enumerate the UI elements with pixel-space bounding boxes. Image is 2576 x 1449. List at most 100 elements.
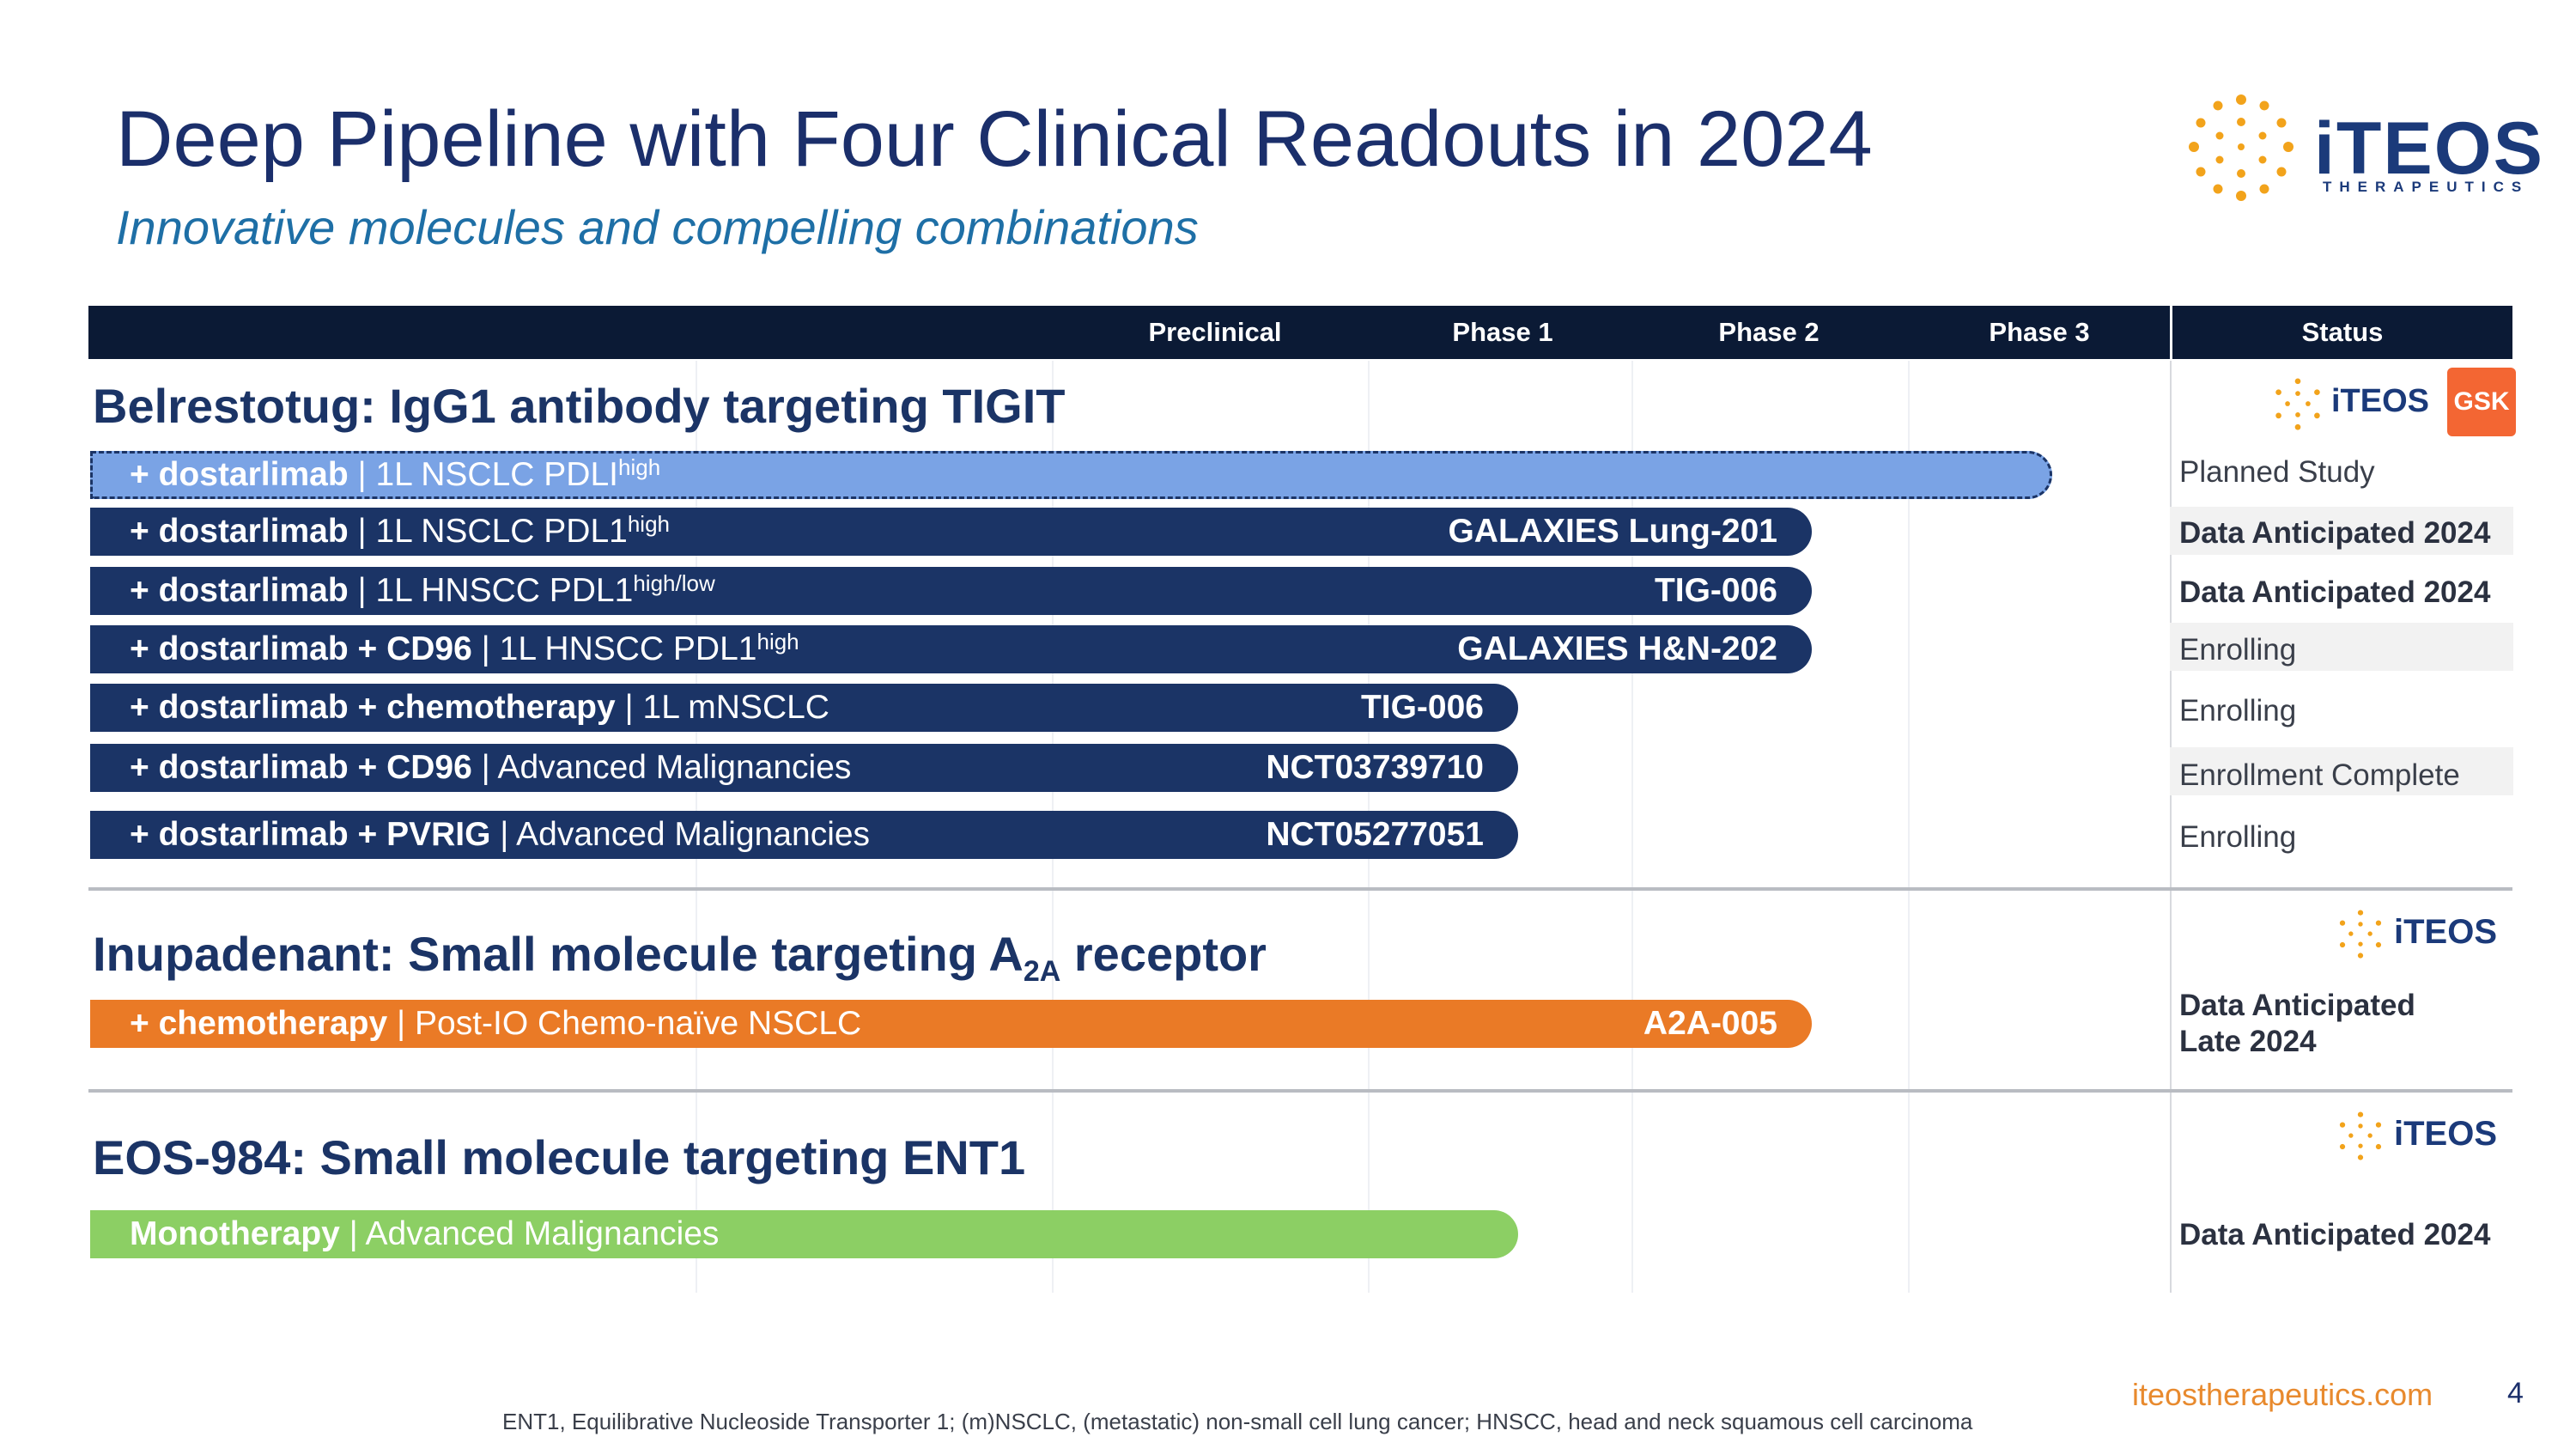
indication: Advanced Malignancies [365, 1215, 720, 1252]
grid-line [1631, 361, 1633, 1293]
sunburst-logo-icon [2275, 378, 2320, 430]
pipeline-bar: + dostarlimab + CD96 | 1L HNSCC PDL1high… [90, 625, 1812, 673]
bar-label: + dostarlimab | 1L NSCLC PDLIhigh [130, 451, 660, 499]
pipeline-bar: + chemotherapy | Post-IO Chemo-naïve NSC… [90, 1000, 1812, 1048]
logo-tagline: THERAPEUTICS [2323, 179, 2530, 195]
status-line: Data Anticipated [2179, 989, 2415, 1022]
drug-name: + dostarlimab + CD96 [130, 749, 472, 786]
pipeline-bar: + dostarlimab | 1L NSCLC PDLIhigh [90, 451, 2052, 499]
bar-label: + chemotherapy | Post-IO Chemo-naïve NSC… [130, 1000, 861, 1048]
status-shade [2170, 623, 2513, 671]
status-text: Planned Study [2179, 455, 2375, 489]
page-subtitle: Innovative molecules and compelling comb… [116, 200, 1199, 254]
section-title-subscript: 2A [1023, 955, 1061, 989]
col-header-status: Status [2301, 317, 2384, 347]
drug-name: + dostarlimab [130, 456, 349, 493]
col-header-preclinical: Preclinical [1148, 317, 1282, 347]
status-text: Data Anticipated Late 2024 [2179, 988, 2415, 1060]
label-separator: | [348, 513, 376, 550]
gsk-logo: GSK [2447, 368, 2516, 436]
pipeline-bar: + dostarlimab + CD96 | Advanced Malignan… [90, 744, 1518, 792]
label-separator: | [471, 749, 498, 786]
bar-label: + dostarlimab | 1L HNSCC PDL1high/low [130, 567, 715, 615]
drug-name: + dostarlimab + PVRIG [130, 816, 491, 853]
footnote: ENT1, Equilibrative Nucleoside Transport… [502, 1409, 1973, 1434]
section-divider [88, 887, 2512, 891]
section-title-eos984: EOS-984: Small molecule targeting ENT1 [93, 1130, 1026, 1184]
drug-name: Monotherapy [130, 1215, 340, 1252]
indication-superscript: high/low [633, 570, 715, 596]
page-number: 4 [2507, 1377, 2524, 1409]
status-shade [2170, 747, 2513, 795]
indication: Post-IO Chemo-naïve NSCLC [415, 1005, 862, 1042]
indication: 1L NSCLC PDLI [375, 456, 618, 493]
page-title: Deep Pipeline with Four Clinical Readout… [116, 95, 1873, 183]
drug-name: + chemotherapy [130, 1005, 388, 1042]
table-header [88, 306, 2512, 359]
label-separator: | [348, 456, 376, 493]
sunburst-logo-icon [2339, 910, 2382, 959]
status-text: Data Anticipated 2024 [2179, 516, 2491, 550]
iteos-small-logo: iTEOS [2336, 906, 2507, 966]
trial-name: A2A-005 [1643, 1005, 1777, 1042]
bar-label: Monotherapy | Advanced Malignancies [130, 1210, 719, 1258]
status-text: Enrolling [2179, 820, 2297, 854]
col-header-phase2: Phase 2 [1718, 317, 1820, 347]
label-separator: | [615, 689, 643, 726]
section-title-main: Inupadenant: Small molecule targeting A [93, 927, 1024, 981]
indication-superscript: high [627, 511, 670, 537]
logo-wordmark: iTEOS [2394, 1115, 2498, 1153]
trial-name: TIG-006 [1654, 572, 1777, 609]
trial-name: GALAXIES H&N-202 [1457, 630, 1777, 667]
col-header-phase1: Phase 1 [1452, 317, 1553, 347]
section-title-end: receptor [1060, 927, 1267, 981]
section-title-inupadenant: Inupadenant: Small molecule targeting A2… [93, 926, 1267, 989]
indication: 1L HNSCC PDL1 [499, 630, 757, 667]
bar-label: + dostarlimab + chemotherapy | 1L mNSCLC [130, 684, 829, 732]
status-text: Enrollment Complete [2179, 758, 2460, 792]
indication-superscript: high [756, 629, 799, 654]
logo-wordmark: iTEOS [2394, 913, 2498, 951]
drug-name: + dostarlimab + CD96 [130, 630, 472, 667]
sunburst-logo-icon [2189, 94, 2293, 201]
gsk-logo-text: GSK [2453, 387, 2510, 416]
status-text: Enrolling [2179, 694, 2297, 728]
label-separator: | [471, 630, 500, 667]
section-divider [88, 1089, 2512, 1093]
indication: Advanced Malignancies [516, 816, 871, 853]
indication: 1L HNSCC PDL1 [375, 572, 634, 609]
label-separator: | [339, 1215, 366, 1252]
status-text: Data Anticipated 2024 [2179, 575, 2491, 609]
trial-name: NCT05277051 [1266, 816, 1484, 853]
trial-name: TIG-006 [1360, 689, 1484, 726]
indication: 1L mNSCLC [642, 689, 829, 726]
pipeline-bar: + dostarlimab | 1L HNSCC PDL1high/low TIG… [90, 567, 1812, 615]
header-separator [2170, 306, 2172, 359]
bar-label: + dostarlimab | 1L NSCLC PDL1high [130, 508, 670, 556]
status-text: Data Anticipated 2024 [2179, 1218, 2491, 1251]
indication: Advanced Malignancies [497, 749, 852, 786]
status-text: Enrolling [2179, 633, 2297, 667]
label-separator: | [387, 1005, 416, 1042]
pipeline-bar: + dostarlimab + chemotherapy | 1L mNSCLC… [90, 684, 1518, 732]
status-shade [2170, 507, 2513, 555]
trial-name: GALAXIES Lung-201 [1448, 513, 1777, 550]
iteos-small-logo: iTEOS [2336, 1108, 2507, 1168]
sunburst-logo-icon [2339, 1111, 2382, 1160]
bar-label: + dostarlimab + PVRIG | Advanced Maligna… [130, 811, 870, 859]
section-title-belrestotug: Belrestotug: IgG1 antibody targeting TIG… [93, 379, 1066, 433]
label-separator: | [348, 572, 376, 609]
pipeline-bar: + dostarlimab + PVRIG | Advanced Maligna… [90, 811, 1518, 859]
drug-name: + dostarlimab + chemotherapy [130, 689, 616, 726]
logo-wordmark: iTEOS [2331, 383, 2430, 419]
bar-label: + dostarlimab + CD96 | Advanced Malignan… [130, 744, 851, 792]
logo-wordmark: iTEOS [2314, 107, 2545, 190]
col-header-phase3: Phase 3 [1989, 317, 2090, 347]
grid-line [2170, 361, 2172, 1293]
trial-name: NCT03739710 [1266, 749, 1484, 786]
drug-name: + dostarlimab [130, 513, 349, 550]
grid-line [1908, 361, 1910, 1293]
bar-label: + dostarlimab + CD96 | 1L HNSCC PDL1high [130, 625, 799, 673]
website-link[interactable]: iteostherapeutics.com [2132, 1377, 2433, 1412]
indication: 1L NSCLC PDL1 [375, 513, 628, 550]
